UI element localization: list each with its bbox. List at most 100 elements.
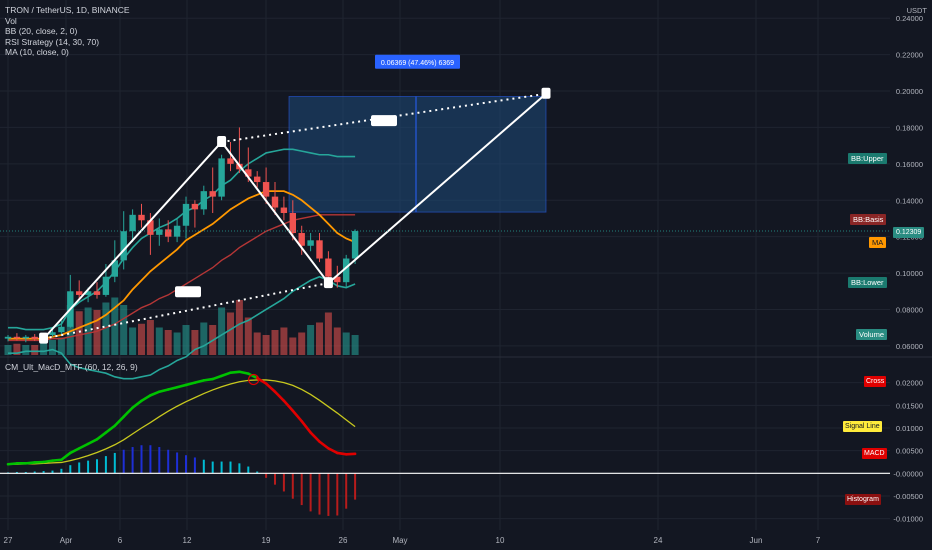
legend-ma: MA (10, close, 0) [5, 47, 69, 57]
candle-body [22, 336, 29, 339]
macd-line [327, 447, 339, 455]
y-tick-label: 0.24000 [896, 14, 923, 23]
volume-bar [4, 345, 12, 355]
volume-bar [342, 332, 350, 355]
volume-bar [111, 297, 119, 355]
candle-body [138, 214, 145, 221]
y-tick-label: -0.00000 [893, 469, 923, 478]
candle-body [165, 229, 172, 237]
macd-line [318, 440, 330, 450]
x-tick-label: 10 [496, 536, 505, 545]
legend-title: TRON / TetherUS, 1D, BINANCE [5, 5, 130, 15]
candle-body [93, 291, 101, 295]
macd-line [86, 438, 99, 446]
candle-body [298, 233, 305, 246]
macd-legend: CM_Ult_MacD_MTF (60, 12, 26, 9) [5, 362, 138, 372]
y-tick-label: 0.16000 [896, 160, 923, 169]
macd-line [140, 394, 152, 403]
x-tick-label: May [392, 536, 407, 545]
macd-line [104, 424, 117, 434]
volume-bar [280, 327, 288, 355]
label-box [175, 286, 201, 298]
macd-line [95, 431, 108, 441]
volume-bar [146, 320, 154, 355]
pattern-point [217, 136, 227, 147]
volume-bar [57, 337, 65, 355]
x-tick-label: Jun [750, 536, 763, 545]
candle-body [58, 326, 65, 333]
volume-bar [324, 312, 332, 355]
candle-body [111, 260, 118, 277]
y-tick-label: 0.02000 [896, 379, 923, 388]
macd-line [69, 447, 81, 455]
tag-histogram: Histogram [845, 494, 881, 505]
volume-bar [138, 323, 145, 355]
volume-bar [227, 312, 234, 355]
volume-bar [155, 327, 163, 355]
macd-line [122, 406, 134, 418]
volume-bar [40, 342, 48, 355]
candle-body [156, 229, 163, 235]
candle-body [254, 176, 261, 183]
candle-body [13, 336, 21, 339]
y-tick-label: 0.22000 [896, 51, 923, 60]
macd-line [131, 399, 143, 409]
macd-line [113, 415, 125, 428]
tag-bb-upper: BB:Upper [848, 153, 887, 164]
measure-label: 0.06369 (47.46%) 6369 [381, 60, 454, 67]
pattern-point [39, 332, 49, 344]
measure-label-bg [375, 54, 460, 69]
macd-line [193, 379, 206, 384]
currency-label: USDT [907, 6, 928, 15]
x-tick-label: 27 [4, 536, 13, 545]
legend-bb: BB (20, close, 2, 0) [5, 26, 78, 36]
macd-line [309, 431, 321, 443]
pattern-point [541, 87, 551, 99]
volume-bar [298, 332, 306, 355]
legend-rsi: RSI Strategy (14, 30, 70) [5, 36, 100, 47]
chart-legend: TRON / TetherUS, 1D, BINANCE Vol BB (20,… [5, 5, 130, 58]
tag-price: 0.12309 [893, 227, 925, 238]
candle-body [191, 203, 199, 210]
x-tick-label: 24 [654, 536, 663, 545]
x-tick-label: 7 [816, 536, 821, 545]
candle-body [289, 213, 296, 234]
macd-line [202, 377, 214, 382]
macd-line [300, 419, 312, 434]
x-tick-label: 26 [339, 536, 348, 545]
volume-bar [253, 332, 261, 355]
candle-body [271, 196, 279, 208]
macd-line [42, 459, 54, 464]
macd-line [175, 383, 188, 389]
macd-line [264, 382, 277, 394]
candle-body [31, 336, 38, 339]
y-tick-label: 0.01000 [896, 424, 923, 433]
volume-bar [316, 322, 323, 355]
volume-bar [49, 340, 56, 355]
measure-box [288, 96, 547, 213]
bb-upper-line [8, 148, 356, 331]
volume-bar [191, 330, 199, 355]
macd-line [211, 374, 223, 381]
candle-body [129, 214, 136, 232]
tag-bb-basis: BB:Basis [850, 214, 887, 225]
volume-bar [164, 330, 172, 355]
volume-bar [244, 317, 252, 355]
volume-bar [235, 300, 243, 355]
candle-body [4, 336, 12, 339]
candle-body [182, 203, 190, 226]
macd-line [273, 390, 286, 403]
macd-line [158, 388, 170, 394]
macd-line [24, 461, 37, 465]
macd-line [291, 409, 304, 423]
candle-body [218, 158, 225, 197]
y-tick-label: 0.08000 [896, 305, 923, 314]
legend-vol: Vol [5, 15, 17, 26]
tag-bb-lower: BB:Lower [848, 277, 887, 288]
volume-bar [66, 305, 74, 355]
macd-line [229, 370, 241, 374]
x-tick-label: 12 [183, 536, 192, 545]
y-tick-label: -0.00500 [893, 492, 923, 501]
candle-body [209, 191, 216, 197]
